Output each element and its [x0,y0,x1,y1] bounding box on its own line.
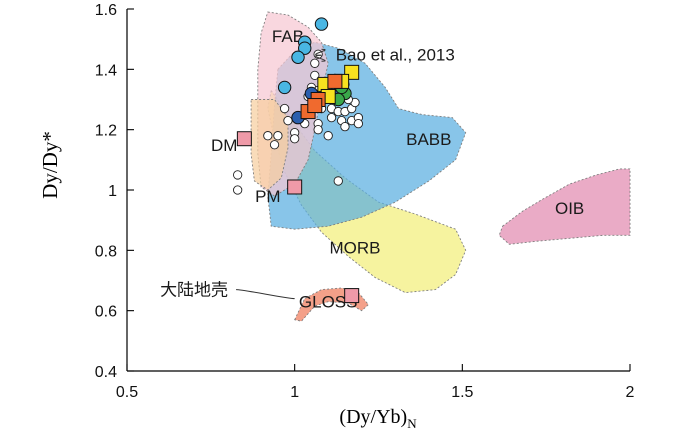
point-open-circle [290,134,300,144]
annotations: DM PM Bao et al., 2013 大陆地壳 [160,45,455,299]
bao-leader-line-2 [315,54,326,62]
point-references [287,179,303,195]
point-open-circle [313,125,323,135]
point-light-blue-circles [277,80,292,95]
point-open-circle [333,176,343,186]
x-axis-title: (Dy/Yb)N [339,406,417,431]
field-label-morb: MORB [330,238,381,257]
field-morb [267,89,467,294]
x-tick-label: 1.5 [451,384,473,401]
crust-leader-line [236,289,295,300]
field-labels: MORB BABB FAB OIB GLOSS [272,27,584,311]
point-light-blue-circles [314,17,329,31]
annotation-continental-crust: 大陆地壳 [160,281,228,300]
annotation-pm: PM [255,187,281,206]
y-tick-label: 0.4 [95,364,117,381]
x-axis-title-sub: N [407,416,417,431]
point-open-circle [233,170,243,180]
data-points [233,17,364,304]
y-tick-label: 1.4 [95,62,117,79]
field-label-gloss: GLOSS [299,293,358,312]
point-open-circle [233,185,243,195]
point-open-circle [279,103,290,114]
y-tick-label: 1 [108,183,117,200]
x-axis-title-main: (Dy/Yb) [339,406,407,428]
point-open-circle [283,115,293,126]
field-pm-dm-field [250,99,289,191]
field-label-oib: OIB [555,199,584,218]
point-open-circle [310,58,320,68]
point-references [344,288,360,304]
point-open-circle [353,118,364,129]
field-oib [498,168,631,245]
point-light-blue-circles [298,41,312,55]
point-open-circle [323,131,333,141]
field-label-fab: FAB [272,27,304,46]
x-tick-label: 1 [290,384,299,401]
y-tick-label: 0.8 [95,243,117,260]
point-orange-squares [327,73,343,89]
point-open-circle [340,122,350,132]
y-tick-label: 1.2 [95,123,117,140]
annotation-bao-et-al-2013: Bao et al., 2013 [336,45,455,64]
annotation-dm: DM [211,136,237,155]
point-open-circle [273,131,283,141]
y-axis-title: Dy/Dy* [38,131,62,199]
point-light-blue-circles [291,50,305,64]
y-tick-label: 1.6 [95,2,117,19]
point-open-circle [310,70,320,81]
y-tick-label: 0.6 [95,304,117,321]
x-tick-label: 0.5 [116,384,138,401]
ticks: 0.4 0.6 0.8 1 1.2 1.4 1.6 0.5 1 1.5 2 [95,2,635,401]
point-open-circle [326,112,337,123]
point-references [236,131,252,147]
field-label-babb: BABB [406,130,451,149]
x-tick-label: 2 [626,384,635,401]
point-open-circle [263,131,273,141]
point-orange-squares [307,98,323,114]
point-open-circle [269,140,280,150]
